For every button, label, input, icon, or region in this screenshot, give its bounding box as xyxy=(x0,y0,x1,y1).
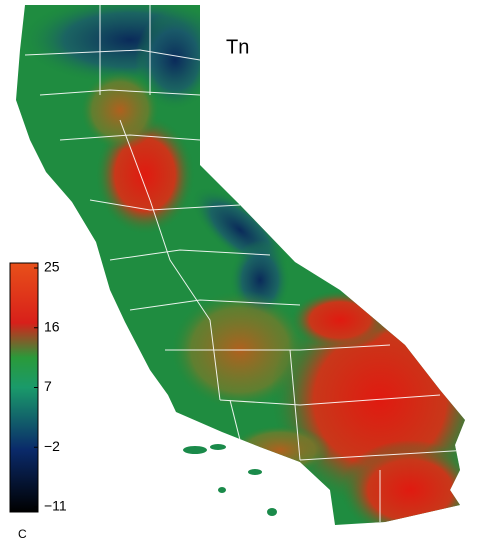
colorbar-unit: C xyxy=(18,527,27,541)
map-title: Tn xyxy=(226,36,249,58)
colorbar-tick-label: 25 xyxy=(44,259,60,275)
colorbar-tick-label: −2 xyxy=(44,438,60,454)
colorbar-tick-label: 7 xyxy=(44,378,52,394)
colorbar-tick-label: 16 xyxy=(44,318,60,334)
islands xyxy=(183,444,277,516)
colorbar-tick-label: −11 xyxy=(44,498,67,514)
colorbar xyxy=(9,262,39,513)
